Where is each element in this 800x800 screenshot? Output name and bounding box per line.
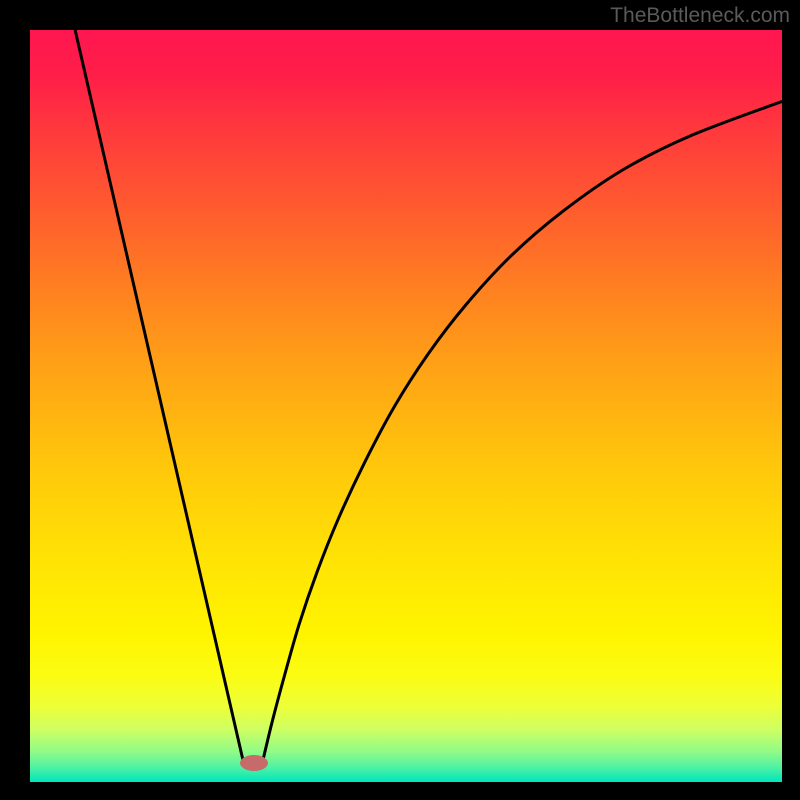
plot-area: [30, 30, 782, 782]
watermark-text: TheBottleneck.com: [610, 4, 790, 28]
left-descending-line: [75, 30, 243, 759]
right-ascending-curve: [263, 101, 782, 759]
min-marker: [240, 755, 268, 771]
curve-layer: [30, 30, 782, 782]
image-root: TheBottleneck.com: [0, 0, 800, 800]
